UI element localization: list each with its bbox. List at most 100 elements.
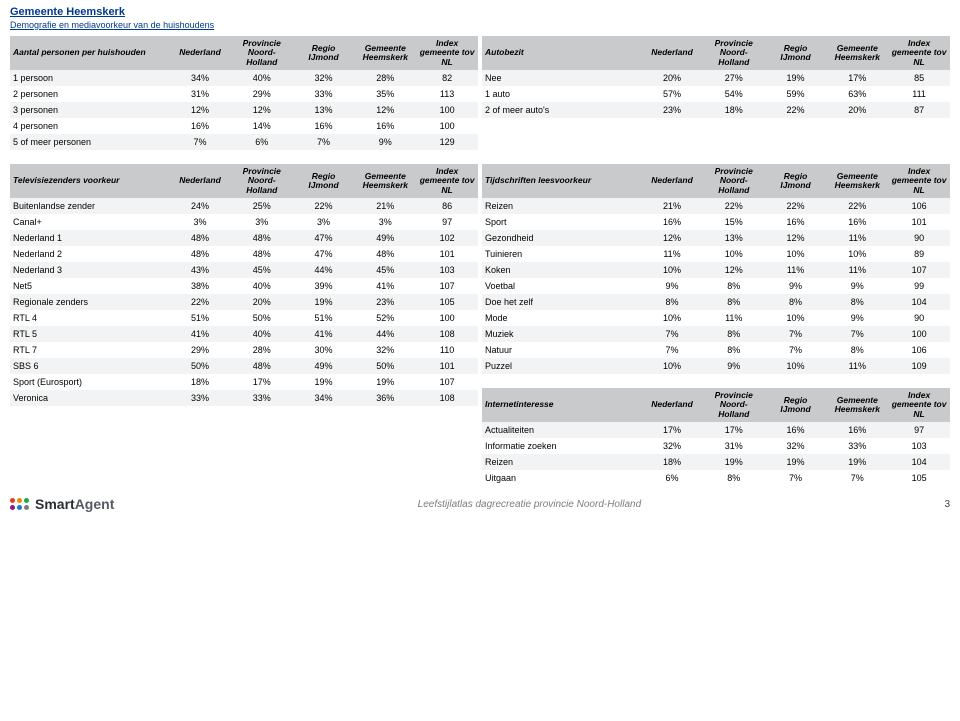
row-value: 32% <box>354 342 416 358</box>
row-value: 47% <box>293 246 355 262</box>
row-label: RTL 4 <box>10 310 169 326</box>
row-label: 4 personen <box>10 118 169 134</box>
row-value: 103 <box>888 438 950 454</box>
table-row: RTL 541%40%41%44%108 <box>10 326 478 342</box>
col-left-top: Aantal personen per huishoudenNederlandP… <box>10 36 478 150</box>
table-autobezit: AutobezitNederlandProvincie Noord-Hollan… <box>482 36 950 118</box>
col-header: Provincie Noord-Holland <box>231 36 293 70</box>
row-label: Uitgaan <box>482 470 641 486</box>
row-value: 25% <box>231 198 293 214</box>
dot-icon <box>17 505 22 510</box>
row-value: 48% <box>354 246 416 262</box>
row-value: 40% <box>231 70 293 86</box>
row-value: 23% <box>641 102 703 118</box>
row-value: 105 <box>888 470 950 486</box>
col-header: Provincie Noord-Holland <box>231 164 293 198</box>
row-label: Muziek <box>482 326 641 342</box>
row-value: 101 <box>416 246 478 262</box>
row-value: 103 <box>416 262 478 278</box>
table-row: 1 auto57%54%59%63%111 <box>482 86 950 102</box>
row-value: 16% <box>826 214 888 230</box>
row-value: 50% <box>231 310 293 326</box>
row-value: 111 <box>888 86 950 102</box>
row-label: 1 persoon <box>10 70 169 86</box>
spacer <box>482 374 950 388</box>
table-row: Regionale zenders22%20%19%23%105 <box>10 294 478 310</box>
col-header: Nederland <box>641 164 703 198</box>
table-row: 2 of meer auto's23%18%22%20%87 <box>482 102 950 118</box>
table-row: SBS 650%48%49%50%101 <box>10 358 478 374</box>
row-value: 10% <box>765 310 827 326</box>
row-value: 11% <box>641 246 703 262</box>
table-row: Natuur7%8%7%8%106 <box>482 342 950 358</box>
dot-icon <box>10 505 15 510</box>
row-value: 87 <box>888 102 950 118</box>
table-row: RTL 729%28%30%32%110 <box>10 342 478 358</box>
row-value: 19% <box>354 374 416 390</box>
table-row: Nederland 248%48%47%48%101 <box>10 246 478 262</box>
row-value: 16% <box>293 118 355 134</box>
row-value: 24% <box>169 198 231 214</box>
row-value: 82 <box>416 70 478 86</box>
table-row: Buitenlandse zender24%25%22%21%86 <box>10 198 478 214</box>
row-value: 27% <box>703 70 765 86</box>
col-header: Index gemeente tov NL <box>888 36 950 70</box>
row-value: 3% <box>354 214 416 230</box>
col-header: Provincie Noord-Holland <box>703 388 765 422</box>
row-label: Tuinieren <box>482 246 641 262</box>
row-value: 8% <box>703 326 765 342</box>
row-label: 3 personen <box>10 102 169 118</box>
row-label: Buitenlandse zender <box>10 198 169 214</box>
row-value: 100 <box>416 310 478 326</box>
row-value: 9% <box>765 278 827 294</box>
col-header: Index gemeente tov NL <box>416 164 478 198</box>
row-value: 22% <box>169 294 231 310</box>
table-row: 1 persoon34%40%32%28%82 <box>10 70 478 86</box>
row-label: Nederland 1 <box>10 230 169 246</box>
row-value: 19% <box>293 374 355 390</box>
row-label: Regionale zenders <box>10 294 169 310</box>
row-value: 12% <box>641 230 703 246</box>
row-label: Veronica <box>10 390 169 406</box>
row-label: Gezondheid <box>482 230 641 246</box>
row-value: 7% <box>765 342 827 358</box>
row-label: Nee <box>482 70 641 86</box>
row-value: 7% <box>826 470 888 486</box>
table-row: 5 of meer personen7%6%7%9%129 <box>10 134 478 150</box>
col-header: Index gemeente tov NL <box>888 164 950 198</box>
table-tv: Televisiezenders voorkeurNederlandProvin… <box>10 164 478 406</box>
row-value: 100 <box>888 326 950 342</box>
row-value: 48% <box>169 246 231 262</box>
dot-icon <box>10 498 15 503</box>
row-value: 97 <box>416 214 478 230</box>
row-value: 17% <box>703 422 765 438</box>
table-magazines: Tijdschriften leesvoorkeurNederlandProvi… <box>482 164 950 374</box>
row-value: 7% <box>293 134 355 150</box>
page-title: Gemeente Heemskerk <box>10 6 950 18</box>
row-value: 48% <box>231 230 293 246</box>
row-value: 16% <box>765 422 827 438</box>
row-value: 89 <box>888 246 950 262</box>
row-value: 7% <box>765 470 827 486</box>
page: Gemeente Heemskerk Demografie en mediavo… <box>0 0 960 490</box>
row-value: 44% <box>354 326 416 342</box>
row-value: 109 <box>888 358 950 374</box>
row-value: 57% <box>641 86 703 102</box>
row-value: 9% <box>826 310 888 326</box>
footer-page: 3 <box>944 499 950 510</box>
spacer <box>10 150 950 164</box>
logo-dots <box>10 498 29 510</box>
row-label: Puzzel <box>482 358 641 374</box>
row-value: 11% <box>703 310 765 326</box>
row-value: 43% <box>169 262 231 278</box>
row-value: 10% <box>641 262 703 278</box>
dot-icon <box>17 498 22 503</box>
row-value: 11% <box>826 262 888 278</box>
row-label: Sport <box>482 214 641 230</box>
row-value: 108 <box>416 326 478 342</box>
row-label: RTL 7 <box>10 342 169 358</box>
row-value: 107 <box>888 262 950 278</box>
row-value: 22% <box>765 102 827 118</box>
row-value: 7% <box>169 134 231 150</box>
col-header-label: Internetinteresse <box>482 388 641 422</box>
